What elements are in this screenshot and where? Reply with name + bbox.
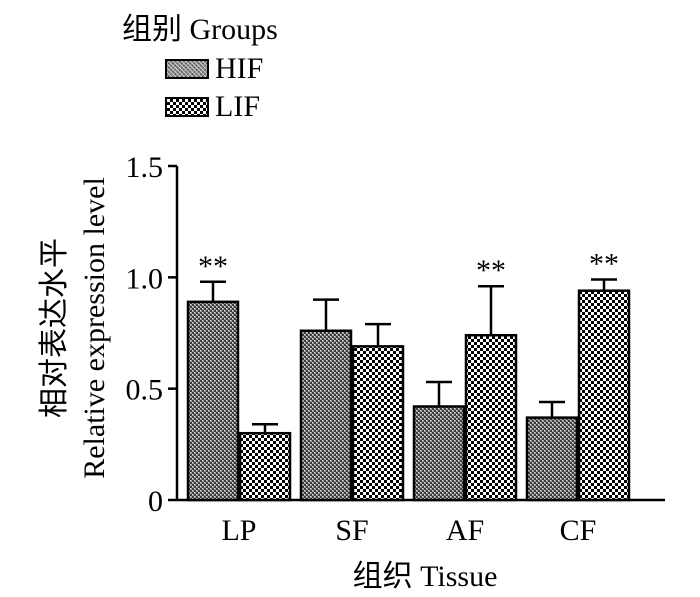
y-tick-label: 1.5: [126, 151, 164, 184]
significance-marker: **: [476, 254, 506, 287]
chart-bars: [186, 278, 631, 502]
x-tick-label-af: AF: [446, 514, 484, 547]
bar-lif-lp: [238, 431, 292, 502]
legend-label-lif: LIF: [215, 90, 260, 123]
y-tick-label: 1.0: [126, 262, 164, 295]
significance-marker: **: [589, 248, 619, 281]
legend-swatch-lif: [165, 97, 209, 117]
bar-hif-lp: [186, 300, 240, 502]
x-axis-title: 组织 Tissue: [353, 560, 498, 593]
legend-item-lif: LIF: [165, 90, 260, 123]
legend-swatch-hif: [165, 59, 209, 79]
y-tick-label: 0: [148, 485, 163, 518]
chart-labels: 0 0.5 1.0 1.5 LP SF AF CF ** ** ** 组织 Tissue 相对表达水平 R…: [38, 151, 619, 593]
y-tick-label: 0.5: [126, 374, 164, 407]
bar-hif-af: [412, 405, 466, 502]
bar-hif-cf: [525, 416, 579, 502]
bar-lif-sf: [351, 345, 405, 502]
significance-marker: **: [198, 250, 228, 283]
bar-hif-sf: [299, 329, 353, 502]
bar-lif-cf: [577, 289, 631, 502]
x-tick-label-sf: SF: [335, 514, 368, 547]
y-axis-title-cn: 相对表达水平: [38, 238, 71, 418]
x-tick-label-cf: CF: [560, 514, 597, 547]
bar-lif-af: [464, 333, 518, 502]
legend-title: 组别 Groups: [122, 13, 278, 46]
legend-item-hif: HIF: [165, 52, 264, 85]
y-axis-title-en: Relative expression level: [78, 177, 111, 479]
legend-label-hif: HIF: [215, 52, 264, 85]
x-tick-label-lp: LP: [221, 514, 256, 547]
